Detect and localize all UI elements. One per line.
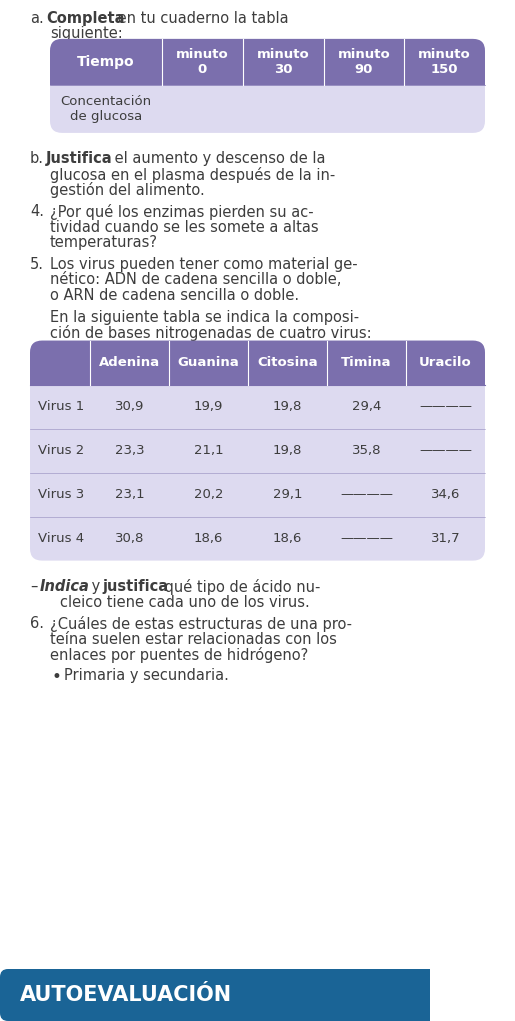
Text: Completa: Completa xyxy=(46,11,125,26)
Text: ¿Por qué los enzimas pierden su ac-: ¿Por qué los enzimas pierden su ac- xyxy=(50,204,314,221)
Text: enlaces por puentes de hidrógeno?: enlaces por puentes de hidrógeno? xyxy=(50,647,308,664)
Text: ————: ———— xyxy=(340,532,393,545)
Text: 18,6: 18,6 xyxy=(194,532,223,545)
Text: Indica: Indica xyxy=(40,579,90,594)
Text: 21,1: 21,1 xyxy=(194,444,224,457)
FancyBboxPatch shape xyxy=(50,39,485,133)
Text: 19,9: 19,9 xyxy=(194,400,223,414)
Text: Tiempo: Tiempo xyxy=(77,55,135,68)
Text: y: y xyxy=(87,579,105,594)
Text: Citosina: Citosina xyxy=(257,356,318,370)
Text: Virus 1: Virus 1 xyxy=(38,400,84,414)
Text: tividad cuando se les somete a altas: tividad cuando se les somete a altas xyxy=(50,220,319,235)
Text: gestión del alimento.: gestión del alimento. xyxy=(50,183,205,198)
Text: Virus 3: Virus 3 xyxy=(38,488,84,501)
Text: cleico tiene cada uno de los virus.: cleico tiene cada uno de los virus. xyxy=(60,594,310,610)
Text: o ARN de cadena sencilla o doble.: o ARN de cadena sencilla o doble. xyxy=(50,288,299,303)
Text: minuto
90: minuto 90 xyxy=(337,48,390,76)
Text: •: • xyxy=(52,668,62,685)
Text: 5.: 5. xyxy=(30,257,44,272)
Text: Guanina: Guanina xyxy=(178,356,239,370)
Text: minuto
30: minuto 30 xyxy=(257,48,310,76)
Text: Virus 4: Virus 4 xyxy=(38,532,84,545)
Text: Timina: Timina xyxy=(341,356,392,370)
Text: qué tipo de ácido nu-: qué tipo de ácido nu- xyxy=(160,579,320,595)
Text: –: – xyxy=(30,579,38,594)
Text: AUTOEVALUACIÓN: AUTOEVALUACIÓN xyxy=(20,985,232,1005)
Text: 30,8: 30,8 xyxy=(115,532,144,545)
Text: 29,4: 29,4 xyxy=(352,400,381,414)
Text: 20,2: 20,2 xyxy=(194,488,223,501)
Text: Uracilo: Uracilo xyxy=(419,356,472,370)
Bar xyxy=(410,969,430,1021)
Text: 29,1: 29,1 xyxy=(273,488,302,501)
Text: teína suelen estar relacionadas con los: teína suelen estar relacionadas con los xyxy=(50,632,337,647)
Text: Adenina: Adenina xyxy=(99,356,160,370)
Text: ¿Cuáles de estas estructuras de una pro-: ¿Cuáles de estas estructuras de una pro- xyxy=(50,617,352,632)
Text: el aumento y descenso de la: el aumento y descenso de la xyxy=(110,151,325,166)
Bar xyxy=(30,362,485,385)
FancyBboxPatch shape xyxy=(30,341,485,385)
Text: 4.: 4. xyxy=(30,204,44,220)
Text: nético: ADN de cadena sencilla o doble,: nético: ADN de cadena sencilla o doble, xyxy=(50,273,341,287)
Text: 19,8: 19,8 xyxy=(273,400,302,414)
Text: 30,9: 30,9 xyxy=(115,400,144,414)
Text: minuto
150: minuto 150 xyxy=(418,48,471,76)
Text: justifica: justifica xyxy=(102,579,168,594)
Text: 31,7: 31,7 xyxy=(431,532,460,545)
Text: 6.: 6. xyxy=(30,617,44,631)
Text: a.: a. xyxy=(30,11,44,26)
Text: Justifica: Justifica xyxy=(46,151,113,166)
FancyBboxPatch shape xyxy=(0,969,430,1021)
Text: 18,6: 18,6 xyxy=(273,532,302,545)
FancyBboxPatch shape xyxy=(50,39,485,85)
Text: 35,8: 35,8 xyxy=(352,444,381,457)
Text: siguiente:: siguiente: xyxy=(50,27,123,42)
Text: ————: ———— xyxy=(419,444,472,457)
Text: temperaturas?: temperaturas? xyxy=(50,235,158,250)
Text: 34,6: 34,6 xyxy=(431,488,460,501)
Text: en tu cuaderno la tabla: en tu cuaderno la tabla xyxy=(113,11,288,26)
Text: glucosa en el plasma después de la in-: glucosa en el plasma después de la in- xyxy=(50,167,335,183)
Text: Virus 2: Virus 2 xyxy=(38,444,84,457)
FancyBboxPatch shape xyxy=(30,341,485,561)
Text: ————: ———— xyxy=(419,400,472,414)
Text: b.: b. xyxy=(30,151,44,166)
Text: 19,8: 19,8 xyxy=(273,444,302,457)
Bar xyxy=(50,62,485,85)
Text: ————: ———— xyxy=(340,488,393,501)
Text: 23,3: 23,3 xyxy=(115,444,144,457)
Text: En la siguiente tabla se indica la composi-: En la siguiente tabla se indica la compo… xyxy=(50,309,359,325)
Text: Los virus pueden tener como material ge-: Los virus pueden tener como material ge- xyxy=(50,257,357,272)
Text: minuto
0: minuto 0 xyxy=(176,48,229,76)
Text: ción de bases nitrogenadas de cuatro virus:: ción de bases nitrogenadas de cuatro vir… xyxy=(50,325,372,341)
Text: Primaria y secundaria.: Primaria y secundaria. xyxy=(64,668,229,683)
Text: Concentación
de glucosa: Concentación de glucosa xyxy=(60,95,151,123)
Text: 23,1: 23,1 xyxy=(115,488,144,501)
